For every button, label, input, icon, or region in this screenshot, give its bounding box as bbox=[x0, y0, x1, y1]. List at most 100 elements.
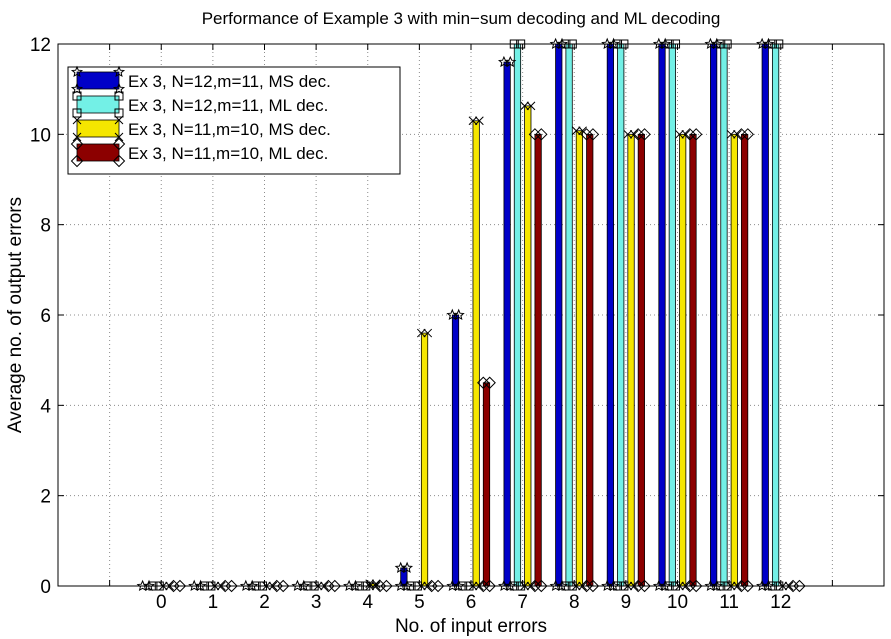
bar bbox=[555, 43, 563, 587]
bar bbox=[730, 133, 738, 587]
bar bbox=[689, 133, 697, 587]
bar-marker bbox=[520, 101, 529, 111]
bar-marker bbox=[683, 579, 696, 593]
bar-marker bbox=[580, 579, 593, 593]
x-tick-label: 1 bbox=[208, 592, 219, 613]
bar bbox=[637, 133, 645, 587]
bar-marker bbox=[423, 328, 433, 338]
bar-marker bbox=[689, 579, 703, 593]
legend-marker bbox=[70, 137, 84, 151]
bar bbox=[617, 43, 625, 587]
x-tick-label: 2 bbox=[259, 592, 270, 613]
bar-marker bbox=[483, 376, 496, 389]
bar-marker bbox=[401, 561, 414, 574]
bar-marker bbox=[483, 579, 496, 593]
bar-marker bbox=[793, 579, 806, 593]
y-tick-label: 0 bbox=[40, 577, 51, 598]
bar bbox=[420, 332, 429, 587]
bar bbox=[741, 133, 749, 587]
y-tick-label: 4 bbox=[40, 396, 51, 417]
bar-marker bbox=[586, 128, 600, 141]
y-tick-label: 10 bbox=[30, 125, 51, 146]
bar bbox=[679, 133, 687, 587]
bar-marker bbox=[733, 129, 742, 139]
legend-marker bbox=[70, 82, 84, 95]
bar-marker bbox=[571, 126, 581, 136]
legend-marker bbox=[72, 132, 82, 142]
bar bbox=[720, 43, 728, 587]
bar-marker bbox=[623, 129, 633, 139]
bar-marker bbox=[475, 116, 484, 126]
bar-marker bbox=[322, 579, 335, 593]
bar bbox=[472, 120, 480, 587]
x-tick-label: 0 bbox=[156, 592, 167, 613]
bar bbox=[503, 61, 511, 587]
bar-marker bbox=[431, 579, 445, 593]
bar-marker bbox=[425, 579, 438, 593]
legend-label: Ex 3, N=12,m=11, ML dec. bbox=[128, 96, 328, 115]
bar-marker bbox=[580, 128, 593, 141]
bar-marker bbox=[638, 579, 651, 593]
legend-swatch bbox=[76, 143, 120, 162]
bar-marker bbox=[638, 128, 651, 141]
bar bbox=[524, 105, 532, 587]
x-tick-label: 3 bbox=[311, 592, 322, 613]
bar-marker bbox=[629, 129, 639, 139]
bar-marker bbox=[586, 579, 600, 593]
bar-marker bbox=[681, 129, 691, 139]
bar-marker bbox=[741, 128, 755, 141]
bar bbox=[575, 130, 584, 587]
legend-marker bbox=[112, 82, 126, 95]
bar-marker bbox=[380, 579, 393, 593]
bar-marker bbox=[535, 128, 548, 141]
bar-marker bbox=[689, 128, 703, 141]
x-tick-label: 5 bbox=[414, 592, 425, 613]
bar-marker bbox=[477, 579, 490, 593]
bar-marker bbox=[477, 376, 490, 389]
bar-marker bbox=[218, 579, 232, 593]
legend-marker bbox=[112, 137, 126, 151]
legend-marker bbox=[70, 154, 84, 168]
x-tick-label: 10 bbox=[667, 592, 688, 613]
x-tick-label: 8 bbox=[569, 592, 580, 613]
x-axis-label: No. of input errors bbox=[395, 616, 547, 637]
x-tick-label: 9 bbox=[621, 592, 632, 613]
bar-marker bbox=[726, 129, 736, 139]
legend-marker bbox=[70, 65, 84, 78]
bar-marker bbox=[173, 579, 187, 593]
bar bbox=[668, 43, 676, 587]
bar bbox=[565, 43, 573, 587]
bar-marker bbox=[526, 101, 536, 111]
legend-marker bbox=[114, 132, 124, 142]
chart-title: Performance of Example 3 with min−sum de… bbox=[202, 9, 721, 28]
bar-marker bbox=[741, 579, 755, 593]
bar bbox=[451, 314, 460, 587]
bar-marker bbox=[683, 128, 696, 141]
legend-label: Ex 3, N=11,m=10, MS dec. bbox=[128, 120, 331, 139]
bar-marker bbox=[416, 328, 426, 338]
bar-marker bbox=[735, 128, 748, 141]
legend: Ex 3, N=12,m=11, MS dec. Ex 3, N=12,m=11,… bbox=[67, 65, 401, 175]
bar-marker bbox=[328, 579, 342, 593]
legend-marker bbox=[114, 108, 124, 118]
bar bbox=[606, 43, 614, 587]
legend-box bbox=[67, 66, 401, 175]
y-axis-label: Average no. of output errors bbox=[5, 197, 26, 433]
bar bbox=[710, 43, 718, 587]
y-tick-label: 2 bbox=[40, 487, 51, 508]
legend-marker bbox=[72, 91, 82, 101]
bar-marker bbox=[225, 579, 238, 593]
bar-marker bbox=[631, 128, 645, 141]
legend-marker bbox=[72, 108, 82, 118]
bar-marker bbox=[468, 116, 478, 126]
bar bbox=[761, 43, 769, 587]
bar bbox=[771, 43, 780, 587]
x-tick-label: 12 bbox=[770, 592, 791, 613]
bar-marker bbox=[535, 579, 548, 593]
bar bbox=[534, 133, 542, 587]
legend-swatch bbox=[76, 119, 120, 138]
y-tick-label: 6 bbox=[40, 306, 51, 327]
bar-marker bbox=[675, 129, 684, 139]
bar bbox=[658, 43, 666, 587]
